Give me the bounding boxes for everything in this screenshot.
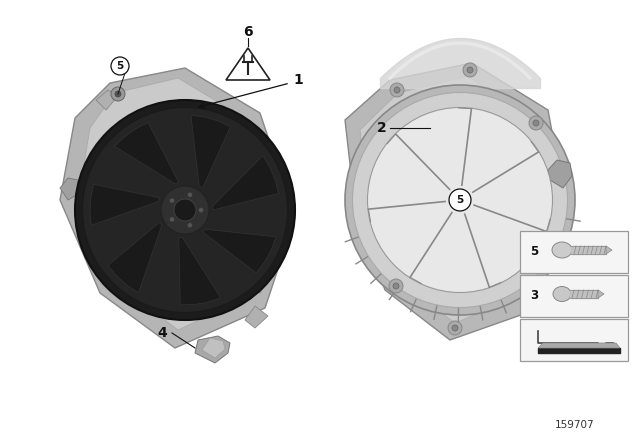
Polygon shape — [179, 237, 221, 305]
Polygon shape — [360, 76, 548, 323]
FancyBboxPatch shape — [520, 231, 628, 273]
Text: 5: 5 — [456, 195, 463, 205]
Circle shape — [170, 198, 175, 203]
Circle shape — [463, 63, 477, 77]
Ellipse shape — [345, 85, 575, 315]
Circle shape — [188, 223, 193, 228]
Circle shape — [394, 87, 400, 93]
Circle shape — [198, 207, 204, 212]
Text: 159707: 159707 — [555, 420, 595, 430]
Text: 5: 5 — [530, 245, 538, 258]
Polygon shape — [191, 115, 230, 188]
Circle shape — [389, 279, 403, 293]
Circle shape — [111, 87, 125, 101]
Text: 6: 6 — [243, 25, 253, 39]
Ellipse shape — [552, 242, 572, 258]
Circle shape — [467, 67, 473, 73]
Ellipse shape — [75, 100, 295, 320]
Polygon shape — [606, 246, 612, 254]
Text: 5: 5 — [116, 61, 124, 71]
Polygon shape — [78, 78, 278, 330]
Polygon shape — [115, 122, 179, 184]
FancyBboxPatch shape — [520, 275, 628, 317]
Polygon shape — [548, 160, 572, 188]
Ellipse shape — [553, 287, 571, 302]
Polygon shape — [60, 68, 295, 348]
Polygon shape — [96, 90, 118, 110]
Circle shape — [529, 116, 543, 130]
Polygon shape — [245, 306, 268, 328]
Polygon shape — [598, 290, 604, 298]
Ellipse shape — [161, 186, 209, 234]
Text: 2: 2 — [377, 121, 387, 135]
Polygon shape — [345, 63, 568, 340]
Circle shape — [533, 120, 539, 126]
Circle shape — [115, 91, 121, 97]
FancyBboxPatch shape — [520, 319, 628, 361]
Circle shape — [448, 321, 462, 335]
Text: 3: 3 — [530, 289, 538, 302]
Text: 1: 1 — [293, 73, 303, 87]
Circle shape — [450, 190, 470, 210]
Polygon shape — [202, 338, 225, 358]
Circle shape — [390, 83, 404, 97]
Polygon shape — [538, 343, 620, 348]
Polygon shape — [248, 270, 268, 293]
Ellipse shape — [367, 108, 552, 293]
Ellipse shape — [174, 199, 196, 221]
Circle shape — [456, 196, 464, 204]
Polygon shape — [226, 48, 270, 80]
Ellipse shape — [83, 108, 287, 313]
Circle shape — [449, 189, 471, 211]
Circle shape — [111, 57, 129, 75]
Ellipse shape — [353, 92, 568, 307]
Polygon shape — [108, 222, 162, 293]
Polygon shape — [60, 178, 80, 200]
Polygon shape — [212, 155, 278, 210]
Text: 4: 4 — [157, 326, 167, 340]
Circle shape — [188, 192, 193, 197]
Circle shape — [393, 283, 399, 289]
Polygon shape — [202, 229, 276, 273]
Polygon shape — [90, 184, 160, 225]
Polygon shape — [195, 336, 230, 363]
Circle shape — [170, 217, 175, 222]
Circle shape — [452, 325, 458, 331]
